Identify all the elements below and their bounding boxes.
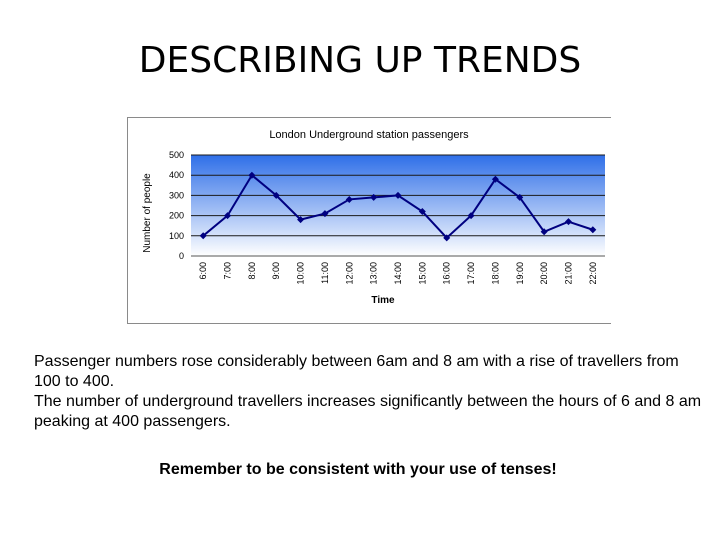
- data-point: [394, 191, 402, 199]
- data-point: [272, 191, 280, 199]
- data-point: [199, 232, 207, 240]
- data-point: [443, 234, 451, 242]
- x-tick-label: 16:00: [442, 262, 452, 285]
- x-tick-label: 20:00: [539, 262, 549, 285]
- data-point: [564, 218, 572, 226]
- y-tick-labels: 0 100 200 300 400 500: [169, 150, 184, 261]
- data-point: [248, 171, 256, 179]
- data-point: [418, 208, 426, 216]
- data-point: [345, 195, 353, 203]
- chart-title: London Underground station passengers: [269, 129, 469, 141]
- x-tick-label: 17:00: [466, 262, 476, 285]
- slide-title: DESCRIBING UP TRENDS: [138, 40, 582, 81]
- y-tick-label: 300: [169, 190, 184, 200]
- data-point: [321, 210, 329, 218]
- x-tick-label: 21:00: [563, 262, 573, 285]
- x-tick-label: 12:00: [344, 262, 354, 285]
- chart-frame: London Underground station passengers Nu…: [127, 117, 611, 324]
- x-tick-label: 19:00: [515, 262, 525, 285]
- data-point: [540, 228, 548, 236]
- x-tick-label: 7:00: [223, 262, 233, 280]
- reminder-text: Remember to be consistent with your use …: [159, 461, 557, 478]
- x-tick-label: 14:00: [393, 262, 403, 285]
- data-point: [370, 193, 378, 201]
- data-point: [491, 175, 499, 183]
- x-tick-label: 10:00: [296, 262, 306, 285]
- x-tick-label: 13:00: [369, 262, 379, 285]
- plot-area: [191, 155, 605, 256]
- y-tick-label: 500: [169, 150, 184, 160]
- x-tick-labels: 6:00 7:00 8:00 9:00 10:00 11:00 12:00 13:00 14:0…: [198, 262, 598, 285]
- line-chart: London Underground station passengers Nu…: [142, 129, 605, 306]
- y-tick-label: 100: [169, 231, 184, 241]
- x-tick-label: 11:00: [320, 262, 330, 284]
- data-point: [467, 212, 475, 220]
- y-tick-label: 200: [169, 211, 184, 221]
- x-tick-label: 18:00: [490, 262, 500, 285]
- y-tick-label: 0: [179, 251, 184, 261]
- x-tick-label: 8:00: [247, 262, 257, 280]
- x-tick-label: 6:00: [198, 262, 208, 280]
- paragraph-2: The number of underground travellers inc…: [34, 393, 702, 430]
- data-point: [589, 226, 597, 234]
- x-axis-label: Time: [371, 295, 395, 306]
- x-tick-label: 15:00: [417, 262, 427, 285]
- y-axis-label: Number of people: [142, 173, 153, 253]
- x-tick-label: 22:00: [588, 262, 598, 285]
- paragraph-1: Passenger numbers rose considerably betw…: [34, 353, 679, 390]
- data-point: [224, 212, 232, 220]
- data-point: [516, 193, 524, 201]
- body-text: Passenger numbers rose considerably betw…: [34, 352, 704, 432]
- y-tick-label: 400: [169, 170, 184, 180]
- data-point: [297, 216, 305, 224]
- x-tick-label: 9:00: [271, 262, 281, 280]
- data-points: [199, 171, 597, 242]
